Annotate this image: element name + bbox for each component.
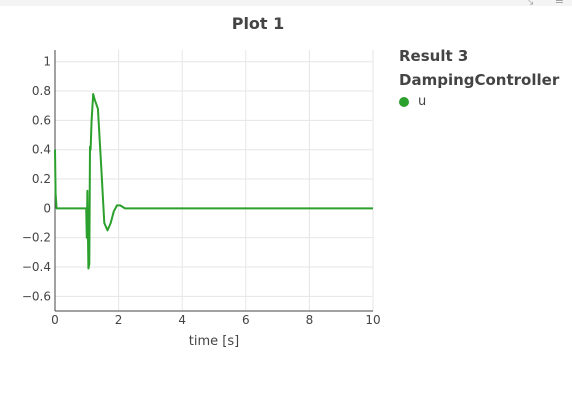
y-tick-label: 0 [43, 201, 51, 215]
grid [55, 50, 374, 311]
series-line-u [54, 93, 373, 270]
x-tick-label: 10 [365, 313, 380, 327]
y-tick-label: 0.6 [32, 113, 51, 127]
legend-item-u[interactable]: u [399, 94, 559, 109]
legend-marker-icon [399, 96, 409, 107]
legend: Result 3 DampingController u [399, 46, 559, 109]
series-layer [54, 93, 373, 270]
legend-group-result: Result 3 [399, 47, 469, 65]
modebar: ⤡ ≡ [506, 0, 564, 8]
x-tick-label: 0 [51, 313, 59, 327]
y-tick-label: 1 [43, 55, 51, 69]
x-axis-title: time [s] [189, 334, 239, 349]
y-tick-label: 0.8 [32, 84, 51, 98]
x-tick-label: 2 [115, 313, 123, 327]
y-tick-label: 0.4 [32, 143, 51, 157]
x-tick-label: 6 [242, 313, 250, 327]
menu-icon[interactable]: ≡ [554, 0, 564, 7]
x-tick-label: 8 [306, 313, 314, 327]
y-tick-label: −0.4 [22, 260, 51, 274]
top-bar [0, 0, 572, 6]
y-tick-label: −0.2 [22, 231, 51, 245]
y-tick-label: −0.6 [22, 289, 51, 303]
x-tick-label: 4 [178, 313, 186, 327]
plot-title: Plot 1 [231, 14, 285, 33]
tick-labels: 0 2 4 6 8 10 −0.6 −0.4 −0.2 0 0.2 0.4 0.6 0.8 1 [22, 55, 381, 327]
legend-item-label: u [418, 94, 427, 109]
legend-group-controller: DampingController [399, 71, 560, 89]
y-tick-label: 0.2 [32, 172, 51, 186]
pan-icon[interactable]: ⤡ [524, 0, 534, 7]
